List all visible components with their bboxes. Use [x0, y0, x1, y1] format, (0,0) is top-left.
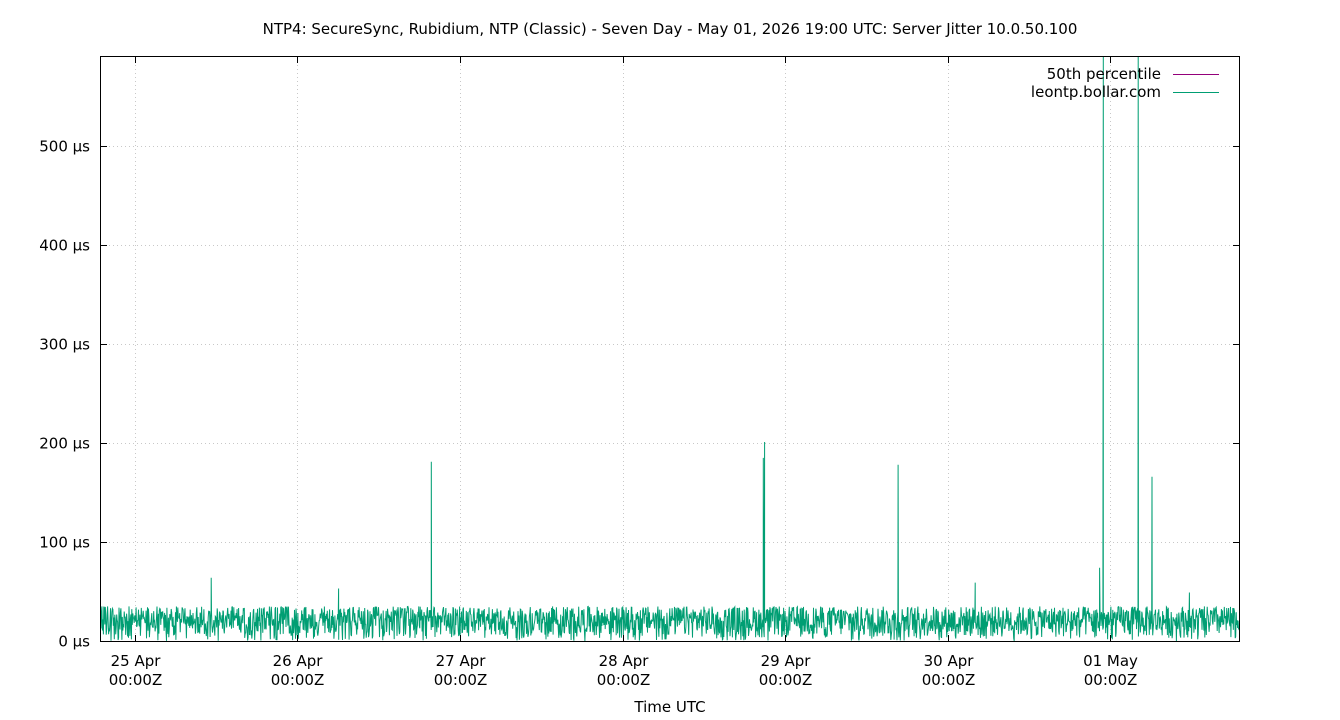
x-tick-label: 29 Apr — [761, 652, 812, 670]
y-tick-labels: 0 µs 100 µs 200 µs 300 µs 400 µs 500 µs — [39, 138, 90, 651]
x-tick-label: 00:00Z — [434, 671, 488, 689]
x-tick-label: 27 Apr — [436, 652, 487, 670]
y-tick-label: 0 µs — [58, 633, 90, 651]
y-tick-label: 200 µs — [39, 435, 90, 453]
grid-lines — [101, 57, 1239, 641]
y-tick-label: 400 µs — [39, 237, 90, 255]
x-axis-label: Time UTC — [633, 698, 705, 716]
x-tick-label: 00:00Z — [922, 671, 976, 689]
legend-label: 50th percentile — [1047, 65, 1161, 83]
y-tick-label: 300 µs — [39, 336, 90, 354]
x-tick-label: 25 Apr — [111, 652, 162, 670]
x-tick-label: 01 May — [1083, 652, 1138, 670]
x-tick-label: 00:00Z — [1084, 671, 1138, 689]
x-tick-label: 00:00Z — [759, 671, 813, 689]
series-line-leontp — [100, 56, 1240, 642]
x-tick-label: 00:00Z — [597, 671, 651, 689]
plot-frame — [100, 56, 1240, 642]
axis-ticks — [101, 57, 1239, 642]
x-tick-label: 26 Apr — [273, 652, 324, 670]
y-tick-label: 500 µs — [39, 138, 90, 156]
x-tick-label: 30 Apr — [924, 652, 975, 670]
x-tick-label: 00:00Z — [109, 671, 163, 689]
chart-title: NTP4: SecureSync, Rubidium, NTP (Classic… — [263, 20, 1078, 38]
x-tick-label: 00:00Z — [271, 671, 325, 689]
x-tick-label: 28 Apr — [599, 652, 650, 670]
series-line-leontp-path — [100, 56, 1240, 642]
y-tick-label: 100 µs — [39, 534, 90, 552]
legend-label: leontp.bollar.com — [1031, 83, 1161, 101]
